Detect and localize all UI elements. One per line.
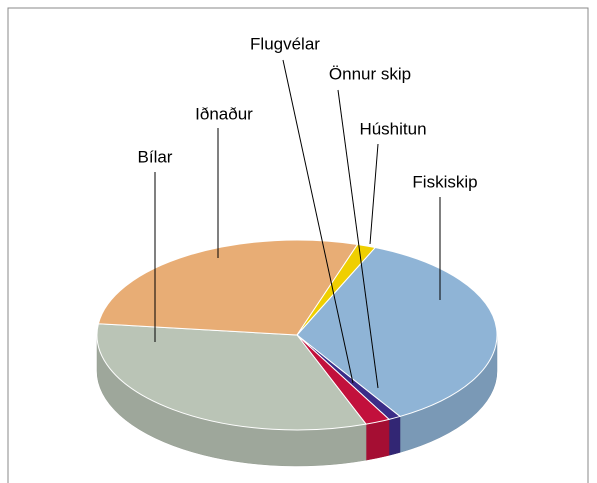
slice-label: Flugvélar xyxy=(250,34,320,53)
slice-label: Húshitun xyxy=(359,119,426,138)
pie-slice xyxy=(96,323,367,431)
pie-slice xyxy=(296,243,377,336)
pie-slice-side xyxy=(365,419,390,461)
leader-line xyxy=(337,89,379,389)
pie-slice xyxy=(97,239,359,336)
leader-line xyxy=(282,59,354,384)
slice-label: Önnur skip xyxy=(329,64,411,83)
pie-slice-side xyxy=(388,416,401,456)
slice-label: Iðnaður xyxy=(195,104,253,123)
slice-label: Fiskiskip xyxy=(412,172,477,191)
slice-label: Bílar xyxy=(138,147,173,166)
leader-line xyxy=(369,143,379,245)
